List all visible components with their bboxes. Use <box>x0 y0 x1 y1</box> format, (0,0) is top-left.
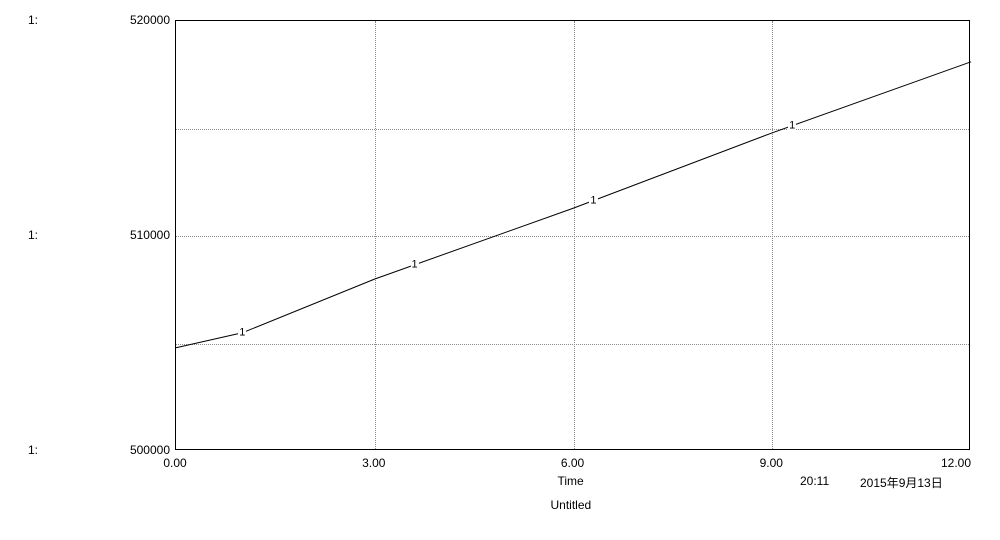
series-row-label: 1: <box>28 443 38 457</box>
x-tick-label: 3.00 <box>362 456 385 470</box>
x-tick-label: 12.00 <box>941 456 971 470</box>
gridline-vertical <box>375 21 376 449</box>
x-tick-label: 6.00 <box>561 456 584 470</box>
series-row-label: 1: <box>28 228 38 242</box>
gridline-vertical <box>772 21 773 449</box>
gridline-horizontal <box>176 129 969 130</box>
x-tick-label: 9.00 <box>760 456 783 470</box>
series-marker: 1 <box>238 327 246 338</box>
gridline-vertical <box>574 21 575 449</box>
y-tick-label: 520000 <box>90 13 170 27</box>
gridline-horizontal <box>176 236 969 237</box>
chart-title: Untitled <box>551 498 592 512</box>
chart-container: { "chart": { "type": "line", "plot_area"… <box>0 0 1000 540</box>
series-row-label: 1: <box>28 13 38 27</box>
footer-timestamp: 20:11 <box>800 474 829 488</box>
footer-date: 2015年9月13日 <box>860 474 943 491</box>
gridline-horizontal <box>176 344 969 345</box>
y-tick-label: 500000 <box>90 443 170 457</box>
x-tick-label: 0.00 <box>163 456 186 470</box>
x-axis-label: Time <box>558 474 584 488</box>
line-series <box>176 21 971 451</box>
y-tick-label: 510000 <box>90 228 170 242</box>
plot-area: 1 1 1 1 <box>175 20 970 450</box>
series-marker: 1 <box>589 195 597 206</box>
series-marker: 1 <box>788 120 796 131</box>
series-marker: 1 <box>410 259 418 270</box>
